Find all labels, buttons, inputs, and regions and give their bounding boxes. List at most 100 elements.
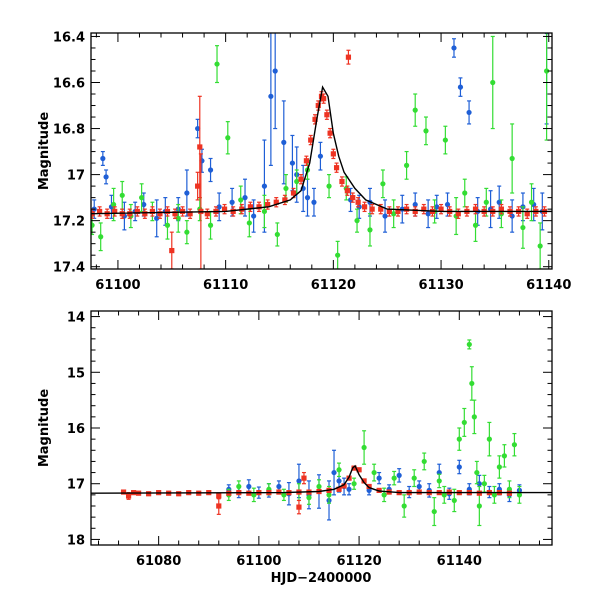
bottom-green-point	[496, 455, 502, 479]
bottom-green-point	[501, 444, 507, 468]
top-red-point	[361, 201, 368, 213]
top-blue-point	[103, 169, 109, 185]
bottom-blue-point	[376, 471, 382, 485]
top-red-point	[386, 206, 392, 217]
top-red-point	[333, 162, 340, 173]
bottom-x-axis-title: HJD−2400000	[271, 571, 372, 586]
bottom-y-tick-label: 16	[67, 422, 85, 437]
bottom-green-point	[381, 487, 387, 503]
top-blue-point	[272, 33, 278, 130]
bottom-red-point	[176, 491, 182, 497]
top-green-point	[354, 208, 360, 233]
bottom-green-point	[491, 485, 497, 504]
top-red-point	[127, 208, 133, 219]
top-red-point	[256, 201, 262, 213]
top-red-point	[142, 208, 148, 219]
top-green-point	[111, 187, 117, 222]
bottom-model-curve	[91, 464, 552, 494]
top-red-point	[282, 194, 288, 206]
top-green-point	[423, 116, 429, 146]
top-blue-point	[281, 100, 287, 185]
bottom-blue-point	[346, 483, 352, 496]
top-red-point	[330, 148, 336, 160]
top-red-point	[472, 203, 479, 215]
top-blue-point	[425, 199, 431, 229]
top-red-point	[230, 206, 236, 217]
top-red-point	[344, 185, 350, 196]
bottom-red-point	[301, 471, 307, 485]
top-red-point	[324, 109, 330, 120]
top-model-curve	[91, 85, 552, 215]
top-green-point	[528, 183, 535, 222]
top-red-point	[97, 206, 103, 217]
top-plot-area	[91, 33, 552, 269]
top-red-point	[321, 93, 327, 104]
top-green-point	[520, 206, 526, 249]
top-plot-frame	[90, 32, 553, 270]
top-red-point	[327, 127, 333, 139]
top-blue-point	[457, 77, 464, 97]
bottom-panel: 61080 61100 61120 61140 14 15 16 17 18 Magnitud…	[37, 310, 553, 586]
top-blue-point	[382, 199, 388, 233]
top-y-tick-label: 17.2	[53, 215, 85, 230]
bottom-green-point	[511, 432, 518, 457]
bottom-green-point	[391, 470, 397, 486]
top-red-point	[498, 203, 504, 215]
top-x-tick-label: 61140	[526, 278, 571, 293]
top-red-point	[455, 208, 461, 219]
bottom-green-point	[326, 485, 332, 504]
top-blue-point	[466, 100, 472, 125]
bottom-x-ticks: 61080 61100 61120 61140	[98, 311, 540, 569]
top-green-point	[139, 183, 145, 213]
top-y-tick-label: 16.6	[53, 77, 85, 92]
top-x-tick-label: 61110	[203, 278, 248, 293]
top-green-point	[462, 178, 468, 208]
top-red-point	[164, 206, 171, 217]
bottom-y-ticks: 14 15 16 17 18	[67, 311, 552, 548]
bottom-y-tick-label: 14	[67, 311, 85, 326]
top-red-point	[403, 203, 410, 215]
top-red-point	[221, 203, 228, 215]
bottom-y-tick-label: 15	[67, 366, 85, 381]
top-red-point	[345, 49, 352, 65]
top-green-point	[391, 199, 397, 229]
top-blue-point	[311, 187, 317, 217]
bottom-y-tick-label: 18	[67, 533, 85, 548]
top-red-point	[204, 208, 210, 219]
top-red-point	[197, 95, 203, 199]
top-red-point	[369, 203, 375, 215]
top-blue-point	[317, 141, 324, 171]
top-blue-point	[434, 194, 440, 219]
top-red-point	[112, 206, 118, 217]
top-y-axis-title: Magnitude	[37, 112, 52, 191]
bottom-green-point	[411, 469, 417, 488]
top-blue-point	[216, 192, 222, 222]
bottom-y-axis-title: Magnitude	[37, 389, 52, 468]
top-red-point	[412, 206, 418, 217]
top-red-point	[157, 208, 163, 219]
top-red-point	[303, 155, 310, 166]
bottom-blue-point	[396, 468, 402, 483]
bottom-green-point	[466, 339, 472, 350]
bottom-green-point	[371, 463, 377, 482]
top-red-point	[195, 171, 201, 201]
bottom-green-point	[436, 473, 442, 489]
top-green-point	[274, 222, 280, 247]
top-red-point	[247, 201, 254, 213]
top-red-point	[339, 176, 345, 187]
bottom-y-tick-label: 17	[67, 478, 85, 493]
top-x-tick-label: 61100	[95, 278, 140, 293]
bottom-green-point	[486, 421, 492, 457]
top-blue-point	[207, 157, 214, 183]
top-red-point	[421, 203, 427, 215]
top-red-point	[134, 206, 140, 217]
top-green-point	[537, 222, 543, 269]
bottom-green-point	[456, 427, 462, 451]
top-blue-point	[451, 38, 457, 58]
top-red-point	[298, 174, 304, 185]
top-green-point	[412, 93, 418, 127]
top-red-point	[350, 192, 356, 203]
bottom-x-tick-label: 61080	[136, 554, 181, 569]
bottom-blue-point	[331, 449, 337, 496]
bottom-red-point	[146, 491, 152, 497]
